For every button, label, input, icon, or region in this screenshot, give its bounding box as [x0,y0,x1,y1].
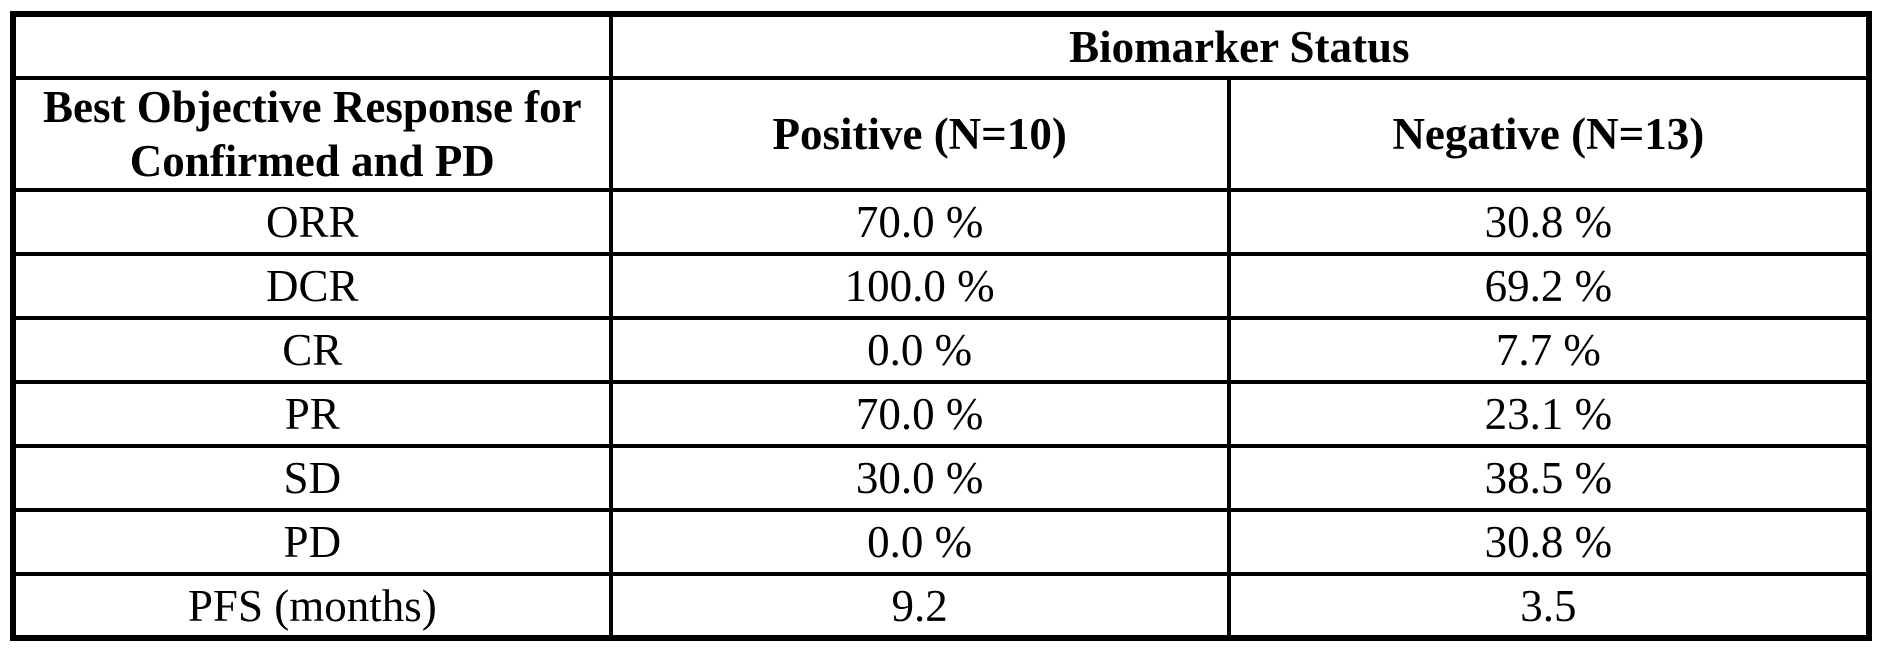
positive-value-cell: 100.0 % [608,252,1231,320]
row-label-cell: PFS (months) [11,572,613,640]
table-row-top-header: Biomarker Status [11,12,1872,80]
positive-value-cell: 9.2 [608,572,1231,640]
positive-value-cell: 0.0 % [608,316,1231,384]
negative-value-cell: 38.5 % [1226,444,1872,512]
corner-cell [11,12,613,80]
table-row-sd: SD 30.0 % 38.5 % [11,444,1872,512]
row-label-header-line1: Best Objective Response for [42,82,582,132]
table-row-pd: PD 0.0 % 30.8 % [11,508,1872,576]
row-label-cell: PR [11,380,613,448]
positive-value-cell: 30.0 % [608,444,1231,512]
row-label-cell: ORR [11,188,613,256]
table-row-orr: ORR 70.0 % 30.8 % [11,188,1872,256]
negative-value-cell: 23.1 % [1226,380,1872,448]
row-label-cell: PD [11,508,613,576]
negative-column-header: Negative (N=13) [1226,76,1872,192]
table-row-column-headers: Best Objective Response for Confirmed an… [11,76,1872,192]
row-label-cell: DCR [11,252,613,320]
negative-value-cell: 30.8 % [1226,188,1872,256]
biomarker-status-header: Biomarker Status [608,12,1872,80]
table-row-pr: PR 70.0 % 23.1 % [11,380,1872,448]
negative-value-cell: 69.2 % [1226,252,1872,320]
row-label-header: Best Objective Response for Confirmed an… [11,76,613,192]
negative-value-cell: 7.7 % [1226,316,1872,384]
table-row-cr: CR 0.0 % 7.7 % [11,316,1872,384]
row-label-cell: CR [11,316,613,384]
table-row-dcr: DCR 100.0 % 69.2 % [11,252,1872,320]
row-label-cell: SD [11,444,613,512]
positive-column-header: Positive (N=10) [608,76,1231,192]
biomarker-response-table: Biomarker Status Best Objective Response… [10,11,1872,641]
row-label-header-line2: Confirmed and PD [129,136,495,186]
negative-value-cell: 3.5 [1226,572,1872,640]
positive-value-cell: 0.0 % [608,508,1231,576]
table-row-pfs: PFS (months) 9.2 3.5 [11,572,1872,640]
negative-value-cell: 30.8 % [1226,508,1872,576]
positive-value-cell: 70.0 % [608,188,1231,256]
positive-value-cell: 70.0 % [608,380,1231,448]
